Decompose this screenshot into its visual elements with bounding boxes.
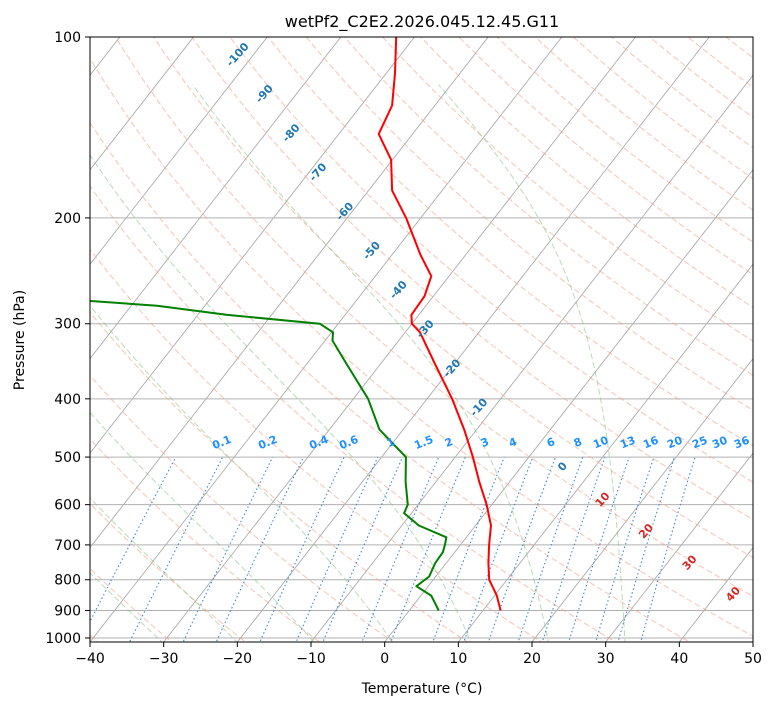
- x-tick-label: −10: [296, 651, 326, 667]
- mixing-ratio-line: [517, 456, 584, 642]
- dry-adiabat-line: [90, 311, 469, 642]
- mixing-ratio-label: 16: [641, 434, 660, 452]
- y-tick-label: 500: [54, 450, 81, 466]
- dry-adiabat-line: [458, 37, 753, 275]
- x-tick-label: 50: [744, 651, 762, 667]
- y-tick-label: 800: [54, 573, 81, 589]
- dry-adiabat-line: [420, 37, 753, 309]
- mixing-ratio-line: [215, 456, 304, 642]
- moist-adiabat-line: [90, 497, 238, 642]
- mixing-ratio-line: [487, 456, 557, 642]
- moist-adiabat-line: [192, 84, 549, 642]
- y-tick-label: 400: [54, 392, 81, 408]
- moist-adiabat-line: [90, 154, 472, 642]
- dry-adiabat-line: [572, 37, 753, 180]
- dry-adiabat-line: [534, 37, 753, 211]
- isotherm-line: [90, 37, 489, 549]
- dewpoint-line: [90, 299, 448, 611]
- dry-adiabat-line: [153, 37, 753, 559]
- y-tick-label: 100: [54, 30, 81, 46]
- isotherm-line: [236, 37, 710, 642]
- mixing-ratio-line: [390, 456, 466, 642]
- grid-layer: [90, 37, 753, 642]
- mixing-ratio-label: 30: [710, 434, 729, 452]
- dry-adiabat-line: [90, 185, 617, 642]
- mixing-ratio-line: [90, 456, 177, 623]
- y-tick-label: 1000: [45, 631, 81, 647]
- mixing-ratio-label: 20: [665, 434, 684, 452]
- mixing-ratio-label: 25: [690, 434, 709, 452]
- isotherm-line: [90, 37, 563, 642]
- y-axis-label: Pressure (hPa): [12, 290, 28, 390]
- isotherm-line: [90, 37, 342, 360]
- y-tick-label: 900: [54, 603, 81, 619]
- mixing-ratio-line: [541, 456, 606, 642]
- x-tick-label: −30: [149, 651, 179, 667]
- dry-adiabat-line: [90, 121, 691, 642]
- dry-adiabat-line: [90, 248, 543, 642]
- mixing-ratio-label: 8: [572, 435, 584, 450]
- mixing-ratio-label: 2: [443, 435, 455, 450]
- y-tick-label: 200: [54, 211, 81, 227]
- plot-frame: [89, 36, 754, 643]
- y-tick-label: 300: [54, 317, 81, 333]
- x-tick-label: 20: [523, 651, 541, 667]
- dry-adiabat-line: [90, 374, 395, 642]
- dry-adiabat-line: [381, 37, 753, 342]
- moist-adiabat-line: [90, 411, 315, 642]
- isotherm-line: [163, 37, 637, 642]
- x-axis-label: Temperature (°C): [361, 681, 483, 697]
- temperature-line: [377, 37, 502, 611]
- moist-adiabat-line: [90, 304, 393, 642]
- y-tick-label: 700: [54, 538, 81, 554]
- mixing-ratio-line: [295, 456, 379, 642]
- x-tick-label: −40: [75, 651, 105, 667]
- isotherm-line: [384, 169, 753, 642]
- mixing-ratio-line: [259, 456, 345, 642]
- y-tick-label: 600: [54, 498, 81, 514]
- mixing-ratio-label: 3: [479, 435, 491, 450]
- mixing-ratio-line: [361, 456, 440, 642]
- mixing-ratio-label: 36: [732, 434, 751, 452]
- isotherm-line: [310, 74, 753, 642]
- mixing-ratio-label: 10: [591, 434, 610, 452]
- moist-adiabat-line: [438, 84, 626, 642]
- dry-adiabat-line: [90, 438, 321, 642]
- isotherm-line: [605, 452, 753, 642]
- mixing-ratio-line: [322, 456, 404, 642]
- isotherm-line: [90, 37, 416, 454]
- x-tick-label: −20: [223, 651, 253, 667]
- mixing-ratio-line: [432, 456, 505, 642]
- isotherm-line: [90, 37, 268, 266]
- x-axis-ticks: −40 −30 −20 −10 0 10 20 30 40 50: [75, 642, 762, 667]
- y-axis-ticks: 100 200 300 400 500 600 700 800 900 1000: [45, 30, 90, 647]
- x-tick-label: 40: [670, 651, 688, 667]
- x-tick-label: 30: [597, 651, 615, 667]
- isotherm-line: [678, 546, 753, 642]
- dry-adiabat-line: [90, 57, 753, 637]
- x-tick-label: 10: [449, 651, 467, 667]
- mixing-ratio-label: 13: [618, 434, 637, 452]
- dry-adiabat-line: [305, 37, 753, 411]
- dry-adiabat-line: [191, 37, 753, 521]
- mixing-ratio-line: [463, 456, 534, 642]
- dry-adiabat-line: [114, 37, 753, 597]
- isotherm-line: [90, 37, 195, 171]
- mixing-ratio-label: 1: [385, 435, 397, 450]
- chart-title: wetPf2_C2E2.2026.045.12.45.G11: [285, 12, 559, 32]
- mixing-ratio-line: [568, 456, 630, 642]
- dry-adiabat-line: [229, 37, 753, 483]
- plot-area: -100-90-80-70-60-50-40-30-20-10010203040…: [89, 36, 754, 643]
- isotherm-line: [531, 357, 753, 642]
- x-tick-label: 0: [380, 651, 389, 667]
- series-layer: [90, 37, 502, 611]
